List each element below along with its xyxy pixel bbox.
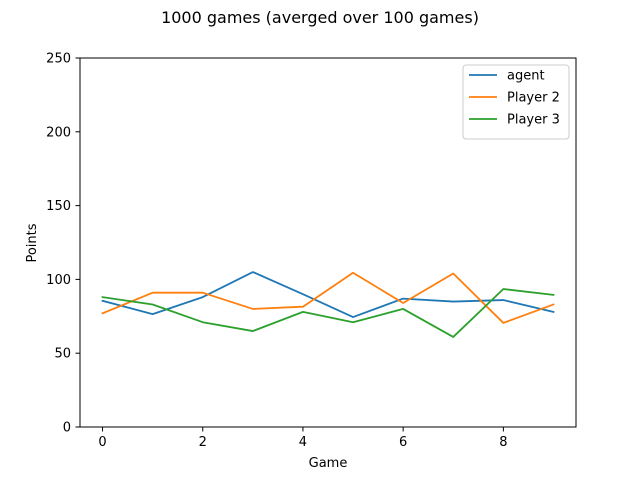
x-axis-label: Game [309, 456, 348, 471]
series-line-3 [101, 288, 555, 338]
x-tick-label: 6 [399, 435, 407, 450]
legend-label: Player 2 [507, 91, 560, 106]
y-tick-label: 0 [63, 421, 71, 436]
y-tick-label: 200 [46, 125, 71, 140]
y-tick-label: 250 [46, 52, 71, 67]
y-tick-label: 50 [54, 347, 71, 362]
x-tick-label: 0 [98, 435, 106, 450]
legend-label: agent [507, 69, 545, 84]
y-tick-label: 100 [46, 273, 71, 288]
legend: agent Player 2 Player 3 [462, 64, 570, 140]
legend-label: Player 3 [507, 113, 560, 128]
series-line-1 [101, 271, 555, 318]
x-tick-label: 4 [299, 435, 307, 450]
y-axis-ticks: 0 50 100 150 200 250 [46, 52, 80, 436]
chart-title: 1000 games (averged over 100 games) [161, 8, 479, 27]
x-tick-label: 2 [199, 435, 207, 450]
series-line-2 [101, 271, 555, 324]
y-tick-label: 150 [46, 199, 71, 214]
legend-box [462, 64, 570, 140]
y-axis-label: Points [25, 223, 40, 262]
plot-frame [79, 57, 577, 428]
series-layer [101, 271, 555, 338]
x-axis-ticks: 0 2 4 6 8 [98, 427, 507, 450]
x-tick-label: 8 [499, 435, 507, 450]
